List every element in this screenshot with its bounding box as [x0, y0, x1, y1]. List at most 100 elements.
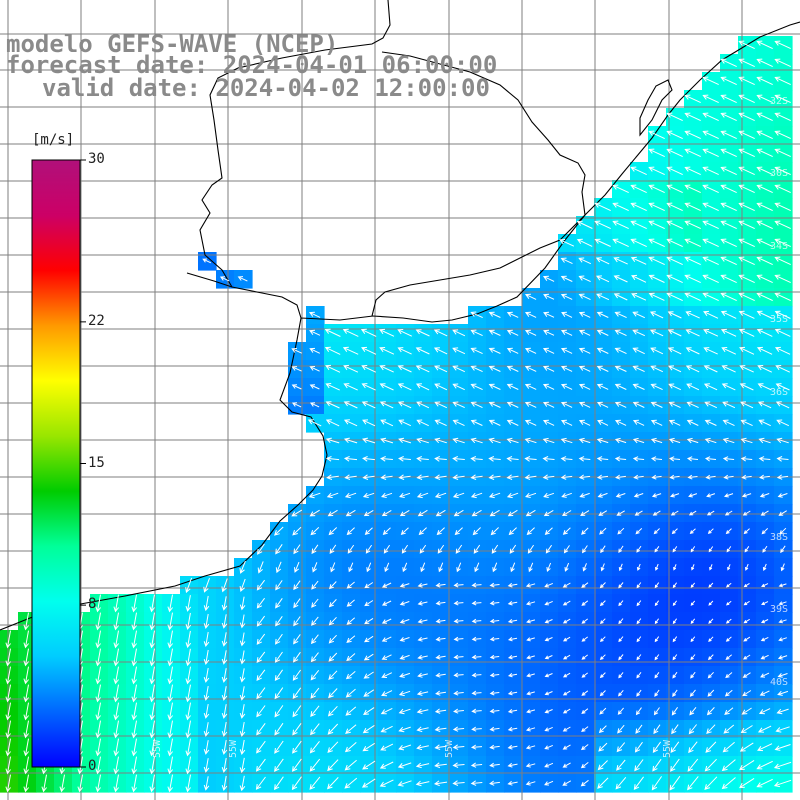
- wind-arrow: [559, 239, 575, 247]
- wind-arrow: [756, 310, 773, 319]
- wind-arrow: [5, 756, 11, 775]
- wind-arrow: [221, 632, 228, 647]
- wind-arrow: [435, 654, 446, 660]
- wind-arrow: [636, 618, 642, 625]
- wind-arrow: [635, 724, 643, 734]
- wind-arrow: [488, 474, 501, 480]
- wind-arrow: [365, 544, 373, 554]
- wind-arrow: [131, 594, 137, 613]
- wind-arrow: [362, 419, 376, 427]
- wind-arrow: [757, 725, 772, 733]
- wind-arrow: [524, 293, 537, 300]
- wind-arrow: [95, 630, 101, 649]
- wind-arrow: [397, 383, 412, 391]
- wind-arrow: [330, 562, 336, 573]
- wind-arrow: [673, 564, 677, 571]
- wind-arrow: [221, 596, 228, 611]
- wind-arrow: [525, 781, 536, 786]
- wind-arrow: [203, 578, 210, 593]
- wind-arrow: [257, 543, 265, 555]
- wind-arrow: [618, 582, 624, 589]
- wind-arrow: [774, 112, 791, 122]
- wind-arrow: [256, 705, 266, 718]
- wind-arrow: [636, 689, 642, 697]
- wind-arrow: [636, 600, 642, 607]
- wind-arrow: [720, 166, 737, 176]
- wind-arrow: [654, 618, 660, 625]
- wind-arrow: [618, 563, 623, 572]
- wind-arrow: [363, 689, 375, 697]
- wind-arrow: [654, 689, 660, 697]
- wind-arrow: [310, 723, 320, 736]
- wind-arrow: [95, 702, 101, 721]
- wind-arrow: [402, 562, 408, 573]
- wind-arrow: [325, 419, 340, 427]
- wind-arrow: [524, 419, 537, 426]
- wind-arrow: [344, 492, 357, 499]
- wind-arrow: [612, 238, 629, 248]
- wind-arrow: [666, 112, 683, 122]
- wind-arrow: [470, 780, 483, 786]
- wind-arrow: [671, 724, 679, 735]
- wind-arrow: [598, 742, 608, 752]
- wind-arrow: [702, 76, 719, 86]
- wind-arrow: [59, 774, 65, 793]
- wind-arrow: [525, 492, 537, 498]
- wind-arrow: [328, 652, 338, 662]
- wind-arrow: [381, 690, 393, 697]
- wind-arrow: [364, 617, 374, 625]
- wind-arrow: [740, 456, 753, 462]
- wind-arrow: [23, 684, 29, 703]
- wind-arrow: [345, 671, 356, 680]
- wind-arrow: [743, 618, 750, 624]
- wind-arrow: [471, 600, 482, 606]
- wind-arrow: [632, 311, 646, 319]
- wind-arrow: [544, 726, 553, 732]
- wind-arrow: [666, 130, 683, 140]
- wind-arrow: [578, 257, 592, 265]
- wind-arrow: [578, 329, 591, 336]
- wind-arrow: [738, 148, 755, 158]
- wind-arrow: [648, 148, 665, 158]
- wind-arrow: [525, 727, 536, 732]
- wind-arrow: [239, 668, 246, 683]
- wind-arrow: [560, 365, 573, 372]
- wind-arrow: [636, 582, 642, 589]
- wind-arrow: [708, 582, 714, 588]
- wind-arrow: [668, 437, 681, 444]
- wind-arrow: [618, 618, 624, 625]
- wind-arrow: [274, 722, 284, 736]
- wind-arrow: [617, 724, 625, 734]
- wind-arrow: [239, 686, 246, 701]
- wind-arrow: [274, 740, 284, 754]
- wind-arrow: [672, 618, 678, 625]
- model-title: modelo GEFS-WAVE (NCEP): [6, 30, 339, 58]
- wind-arrow: [275, 598, 283, 609]
- wind-arrow: [560, 456, 573, 462]
- wind-arrow: [759, 690, 770, 696]
- wind-arrow: [756, 328, 773, 337]
- wind-arrow: [634, 510, 643, 516]
- wind-arrow: [617, 707, 624, 715]
- wind-arrow: [543, 509, 554, 517]
- wind-arrow: [776, 708, 789, 715]
- wind-arrow: [508, 527, 517, 536]
- wind-arrow: [149, 666, 155, 685]
- wind-arrow: [488, 347, 501, 354]
- wind-arrow: [652, 741, 662, 753]
- wind-arrow: [506, 492, 519, 499]
- wind-arrow: [346, 617, 356, 625]
- wind-arrow: [738, 256, 755, 266]
- wind-arrow: [274, 687, 284, 700]
- wind-arrow: [542, 347, 555, 354]
- wind-arrow: [291, 366, 302, 372]
- wind-arrow: [329, 544, 337, 554]
- wind-arrow: [778, 583, 787, 588]
- wind-arrow: [524, 329, 537, 336]
- wind-arrow: [239, 614, 246, 629]
- wind-arrow: [597, 777, 609, 789]
- wind-arrow: [308, 311, 321, 318]
- wind-arrow: [757, 743, 773, 752]
- wind-arrow: [543, 293, 555, 300]
- wind-arrow: [688, 510, 697, 516]
